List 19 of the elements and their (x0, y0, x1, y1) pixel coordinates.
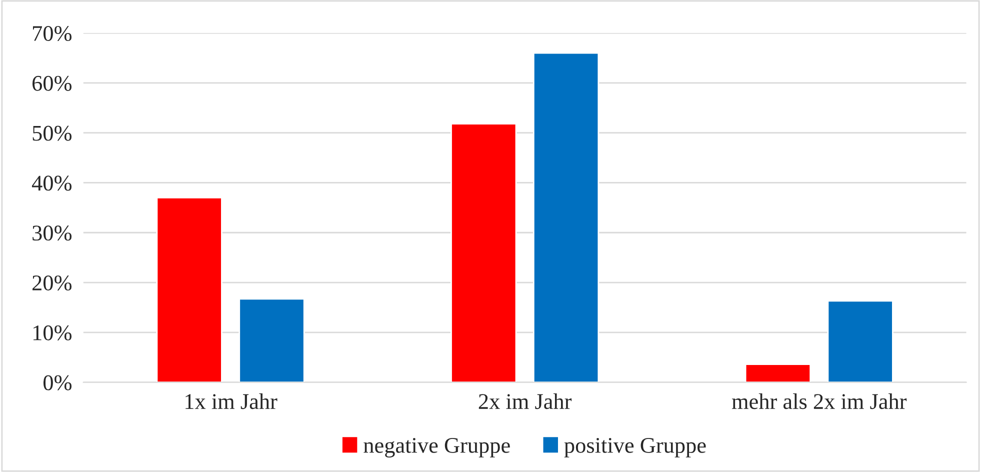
y-tick-label: 20% (32, 275, 72, 291)
bar (744, 364, 811, 382)
bar (156, 197, 222, 382)
y-tick-label: 60% (32, 76, 72, 91)
bar (532, 52, 600, 382)
y-tick-label: 50% (32, 126, 72, 141)
x-tick-label: 1x im Jahr (186, 393, 278, 410)
x-tick-label: 2x im Jahr (478, 393, 572, 410)
legend-label: positive Gruppe (564, 438, 706, 458)
bar (450, 123, 517, 382)
y-tick-label: 30% (32, 226, 72, 241)
x-tick-label: mehr als 2x im Jahr (732, 393, 907, 410)
y-tick-label: 70% (33, 26, 72, 42)
bar (238, 298, 305, 382)
legend-label: negative Gruppe (364, 438, 510, 458)
y-tick-label: 10% (33, 325, 72, 340)
y-tick-label: 40% (32, 176, 72, 191)
y-tick-label: 0% (44, 375, 72, 390)
bar (827, 300, 894, 382)
